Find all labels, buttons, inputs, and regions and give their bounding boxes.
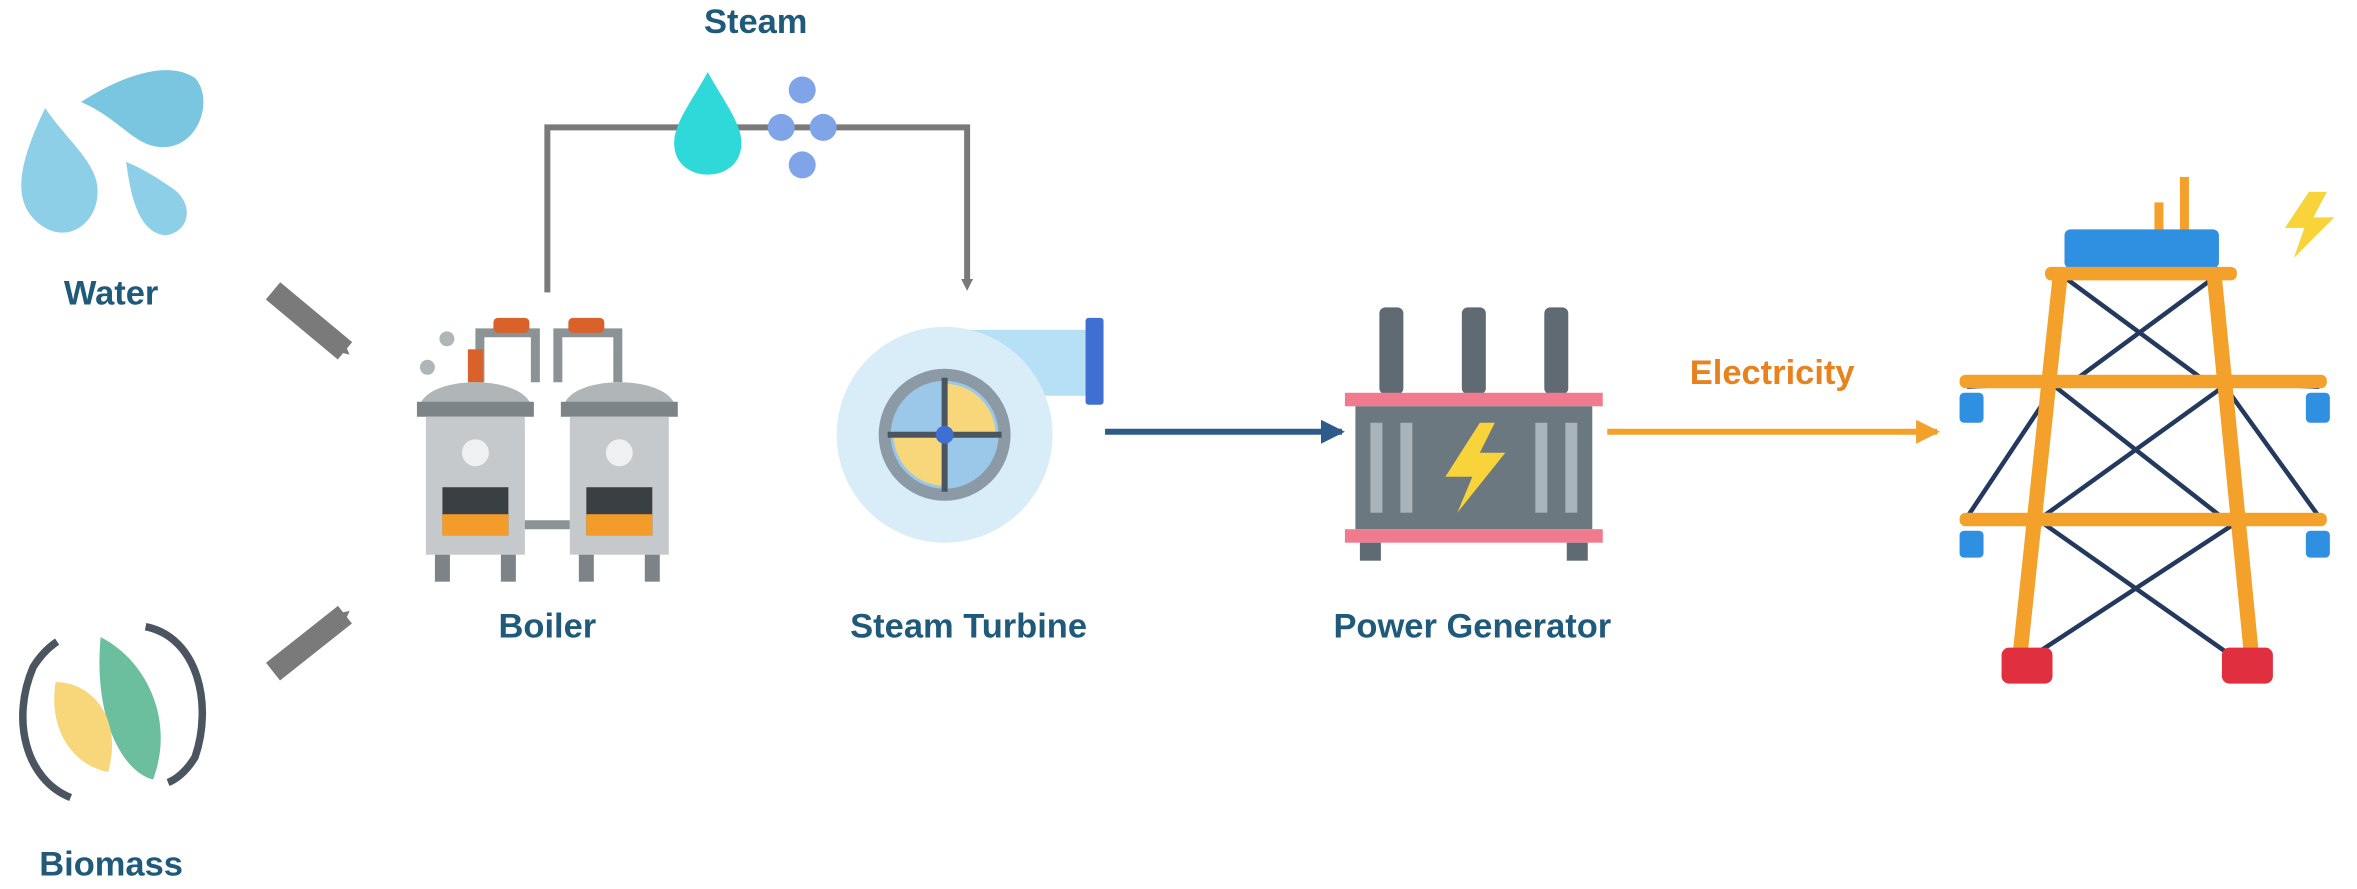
- node-label: Boiler: [499, 607, 597, 645]
- generator-icon: [1344, 307, 1603, 561]
- edge-label: Steam: [704, 3, 807, 41]
- arrow: [265, 282, 353, 360]
- steam-pipe: [544, 124, 974, 293]
- steam-icon: [674, 71, 837, 179]
- tower-icon: [1959, 176, 2335, 684]
- arrow: [266, 605, 352, 681]
- boiler-icon: [416, 317, 678, 582]
- node-label: Steam Turbine: [850, 607, 1087, 645]
- turbine-icon: [836, 317, 1104, 543]
- node-label: Water: [64, 274, 159, 312]
- node-label: Power Generator: [1333, 607, 1611, 645]
- node-label: Biomass: [39, 846, 183, 884]
- biomass-icon: [19, 622, 207, 802]
- water-icon: [21, 70, 204, 236]
- edge-label: Electricity: [1690, 354, 1855, 392]
